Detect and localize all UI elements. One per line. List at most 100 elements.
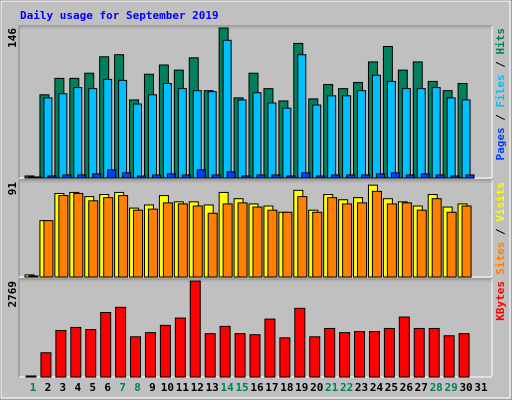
bar [103, 78, 113, 179]
bar [461, 205, 472, 278]
legend: KBytes [494, 281, 507, 321]
x-tick-label: 26 [400, 381, 414, 394]
bar [416, 209, 427, 278]
bar [181, 174, 191, 179]
bar [32, 176, 42, 179]
bar [237, 99, 247, 179]
x-tick-label: 22 [340, 381, 353, 394]
x-tick-label: 11 [176, 381, 190, 394]
bar [177, 88, 187, 179]
x-tick-label: 18 [280, 381, 293, 394]
bar [390, 172, 400, 179]
bar [55, 330, 67, 378]
y-tick-label: 2769 [6, 281, 19, 308]
bar [118, 79, 128, 179]
bar [465, 174, 475, 179]
bar [177, 203, 188, 278]
bar [88, 88, 98, 179]
bar [133, 103, 143, 179]
x-tick-label: 29 [445, 381, 458, 394]
bar [58, 195, 69, 278]
bar [435, 174, 445, 179]
bar [312, 104, 322, 179]
bar [73, 87, 83, 179]
bar [324, 327, 336, 378]
bar [204, 333, 216, 378]
bar [85, 329, 97, 378]
bar [431, 198, 442, 278]
bar [77, 174, 87, 179]
bar [100, 312, 112, 378]
x-tick-label: 19 [295, 381, 308, 394]
y-tick-label: 91 [6, 182, 19, 196]
x-tick-label: 14 [221, 381, 235, 394]
legend-entry: Visits [494, 182, 507, 222]
legend-separator: / [494, 222, 507, 242]
x-tick-label: 13 [206, 381, 219, 394]
legend-entry: Files [494, 74, 507, 107]
bar [47, 175, 57, 179]
bar [375, 173, 385, 179]
bar [386, 80, 396, 179]
x-tick-label: 28 [430, 381, 443, 394]
legend-entry: Pages [494, 127, 507, 160]
bar [279, 337, 291, 378]
bar [207, 212, 218, 278]
bar [282, 211, 293, 278]
x-tick-label: 3 [60, 381, 67, 394]
bar [207, 91, 217, 179]
bar [162, 202, 173, 278]
bar [416, 88, 426, 179]
bar [413, 327, 425, 378]
bar [339, 332, 351, 378]
bar [222, 203, 233, 278]
bar [331, 174, 341, 179]
bar [446, 97, 456, 179]
bar [267, 102, 277, 179]
bar [226, 171, 236, 179]
bar [256, 174, 266, 179]
bar [196, 169, 206, 179]
bar [401, 202, 412, 278]
bar [144, 332, 156, 378]
legend-entry: Sites [494, 242, 507, 275]
y-tick-label: 146 [6, 28, 19, 48]
x-tick-label: 23 [355, 381, 368, 394]
bar [405, 174, 415, 179]
chart-title: Daily usage for September 2019 [20, 9, 219, 22]
x-tick-label: 20 [310, 381, 323, 394]
bar [368, 331, 380, 378]
bar [420, 173, 430, 179]
bar [398, 316, 410, 378]
bar [282, 107, 292, 179]
x-tick-label: 17 [265, 381, 278, 394]
x-tick-label: 12 [191, 381, 204, 394]
bar [166, 173, 176, 179]
x-tick-label: 31 [474, 381, 488, 394]
bar [28, 275, 39, 278]
bar [357, 90, 367, 179]
bar [107, 169, 117, 179]
bar [450, 175, 460, 179]
bar [241, 175, 251, 179]
bar [147, 94, 157, 179]
bar [70, 326, 82, 378]
bar [43, 97, 53, 179]
bar [386, 203, 397, 278]
bar [249, 334, 261, 378]
bar [130, 336, 142, 378]
bar [174, 317, 186, 378]
bar [252, 92, 262, 179]
legend-separator: / [494, 55, 507, 75]
bar [189, 280, 201, 378]
x-tick-label: 5 [89, 381, 96, 394]
bar [115, 306, 127, 378]
bar [25, 375, 37, 378]
legend-entry: KBytes [494, 281, 507, 321]
bar [297, 196, 308, 278]
x-tick-label: 24 [370, 381, 384, 394]
x-tick-label: 7 [119, 381, 126, 394]
bar [401, 88, 411, 179]
x-tick-label: 27 [415, 381, 428, 394]
legend-separator: / [494, 108, 507, 128]
